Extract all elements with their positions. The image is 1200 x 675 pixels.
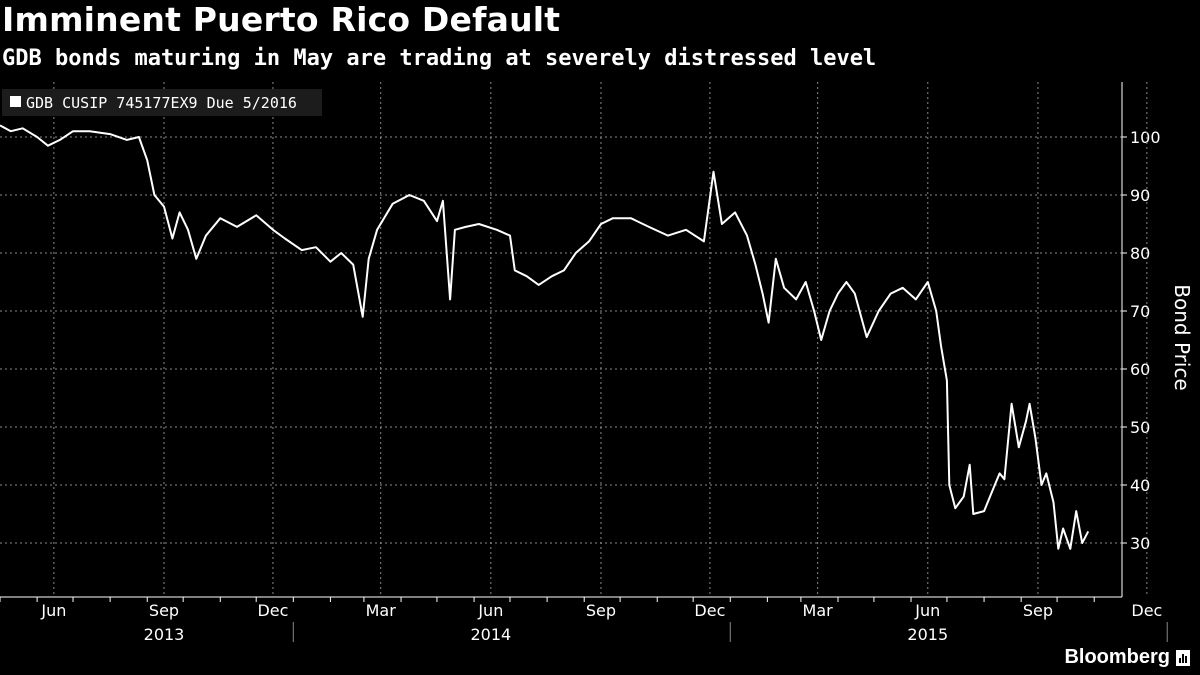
x-tick-label-sep-1: Sep	[149, 601, 179, 620]
x-tick-label-dec-2: Dec	[257, 601, 288, 620]
legend-swatch	[10, 96, 21, 107]
x-tick-label-mar-3: Mar	[366, 601, 397, 620]
x-tick-label-mar-7: Mar	[803, 601, 834, 620]
y-tick-label-60: 60	[1130, 360, 1150, 379]
x-tick-label-sep-9: Sep	[1023, 601, 1053, 620]
y-tick-label-80: 80	[1130, 244, 1150, 263]
x-year-label-2013: 2013	[144, 625, 185, 644]
legend-label: GDB CUSIP 745177EX9 Due 5/2016	[26, 94, 297, 112]
series-line-0	[0, 124, 1090, 550]
y-tick-label-50: 50	[1130, 418, 1150, 437]
brand-name: Bloomberg	[1064, 646, 1170, 668]
x-tick-label-sep-5: Sep	[586, 601, 616, 620]
y-tick-label-40: 40	[1130, 476, 1150, 495]
bloomberg-chart-icon	[1176, 649, 1190, 666]
y-tick-label-70: 70	[1130, 302, 1150, 321]
x-tick-label-jun-4: Jun	[477, 601, 503, 620]
chart-title: Imminent Puerto Rico Default	[2, 0, 561, 39]
x-tick-label-dec-10: Dec	[1131, 601, 1162, 620]
x-year-label-2015: 2015	[907, 625, 948, 644]
chart-subtitle: GDB bonds maturing in May are trading at…	[2, 46, 877, 71]
legend-box	[2, 89, 322, 116]
x-tick-label-jun-8: Jun	[914, 601, 940, 620]
bloomberg-logo: Bloomberg	[1064, 646, 1190, 669]
x-tick-label-dec-6: Dec	[694, 601, 725, 620]
y-tick-label-90: 90	[1130, 186, 1150, 205]
y-tick-label-30: 30	[1130, 534, 1150, 553]
x-year-label-2014: 2014	[470, 625, 511, 644]
y-tick-label-100: 100	[1130, 128, 1161, 147]
y-axis-title: Bond Price	[1170, 284, 1194, 390]
x-tick-label-jun-0: Jun	[40, 601, 66, 620]
